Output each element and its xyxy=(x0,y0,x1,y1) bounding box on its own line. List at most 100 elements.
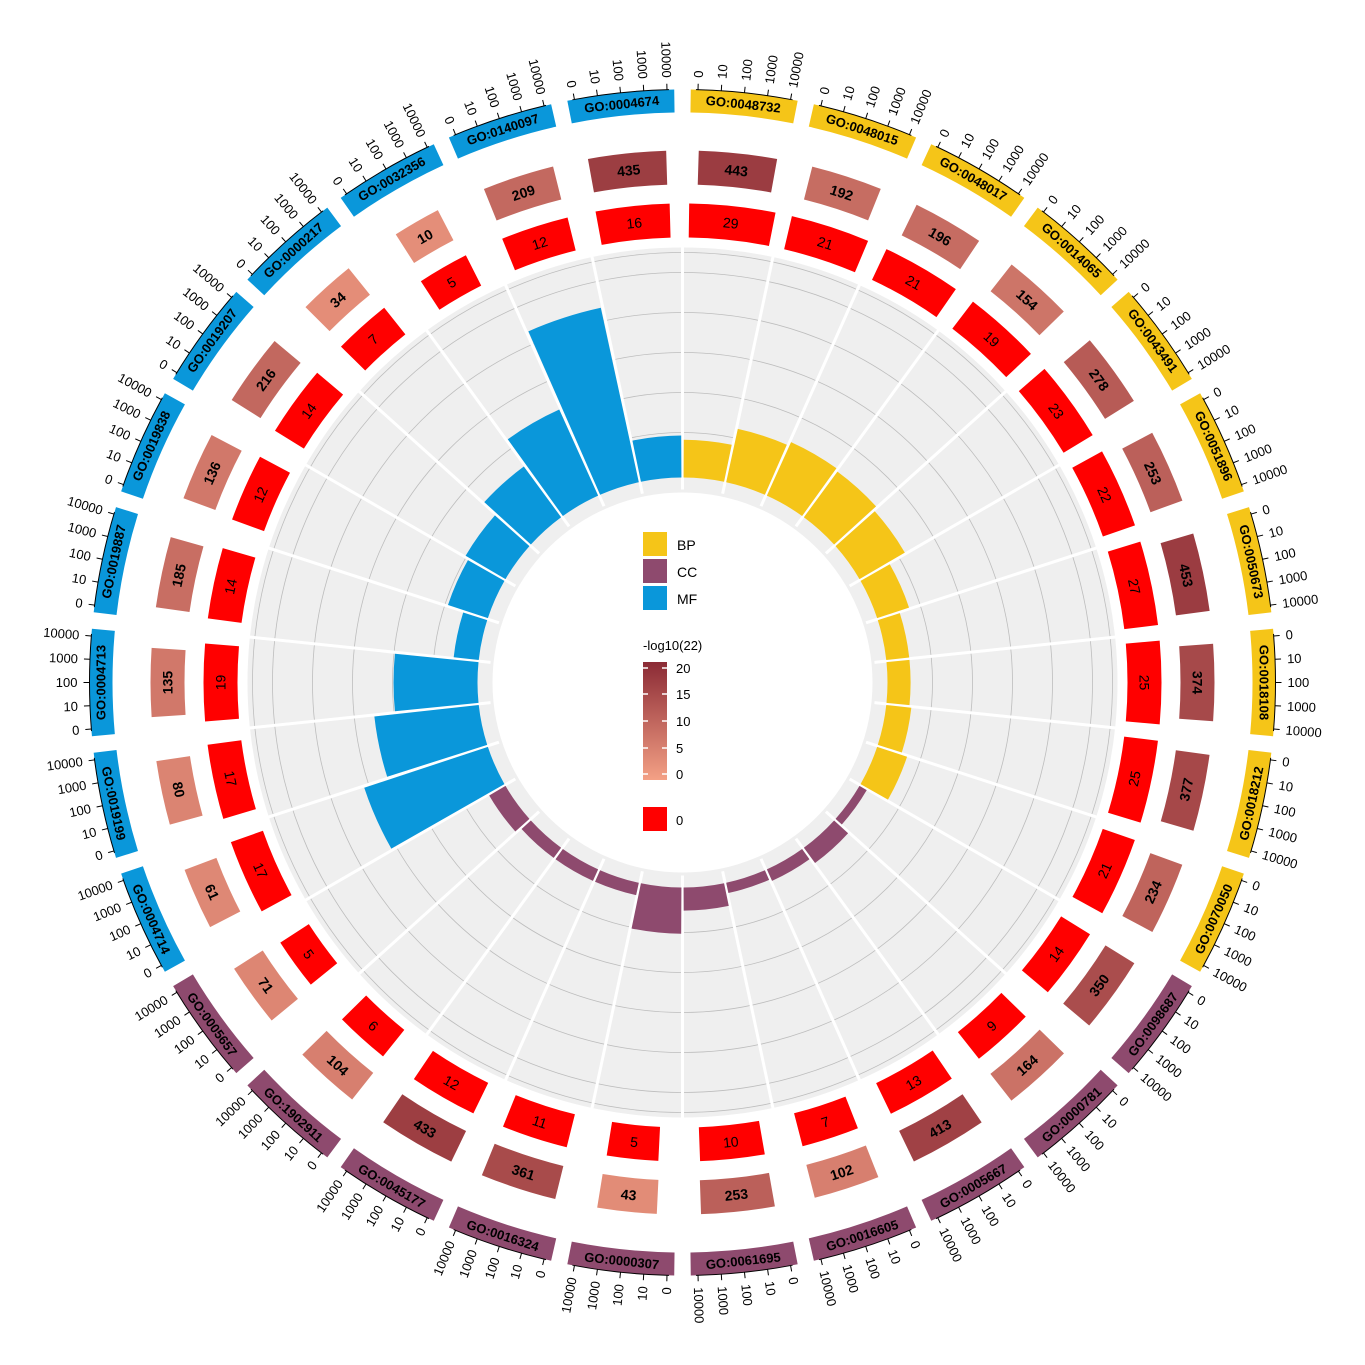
scale-tick-label: 10000 xyxy=(76,877,115,903)
scale-tick xyxy=(342,1170,348,1177)
go-term-label: GO:0048017 xyxy=(937,154,1010,205)
go-term-segment xyxy=(690,1241,798,1276)
scale-tick xyxy=(226,293,232,298)
total-genes-bar xyxy=(150,647,186,718)
scale-tick-label: 100 xyxy=(610,58,627,81)
scale-tick xyxy=(865,1246,869,1253)
total-genes-label: 443 xyxy=(724,161,749,179)
scale-tick xyxy=(211,311,218,316)
scale-tick xyxy=(1017,188,1023,195)
total-genes-bar xyxy=(597,1174,659,1214)
scale-tick xyxy=(155,396,162,400)
scale-axis xyxy=(89,633,92,732)
significant-genes-ring-layer: 2921211923222725252114913710511126517171… xyxy=(203,203,1162,1162)
scale-tick xyxy=(1257,534,1264,538)
scale-tick xyxy=(1112,269,1118,275)
track-separator xyxy=(865,740,1099,819)
significant-genes-bar xyxy=(871,249,956,318)
significant-genes-label: 19 xyxy=(213,675,229,691)
scale-tick-label: 1000 xyxy=(235,1111,266,1142)
scale-tick xyxy=(496,112,500,119)
track-separator xyxy=(503,282,606,507)
scale-axis xyxy=(818,104,912,136)
scale-tick xyxy=(452,1230,457,1237)
scale-axis xyxy=(453,1229,547,1261)
scale-axis xyxy=(818,1229,912,1261)
significant-genes-bar xyxy=(420,255,482,310)
scale-tick-label: 100 xyxy=(171,308,197,333)
scale-axis xyxy=(453,104,547,136)
go-term-segment xyxy=(808,104,917,159)
scale-axis xyxy=(344,145,430,196)
scale-tick-label: 10 xyxy=(999,1190,1019,1210)
enrichment-bar xyxy=(393,653,479,712)
significant-genes-bar xyxy=(688,203,776,246)
scale-tick-label: 0 xyxy=(93,847,104,863)
significant-genes-bar xyxy=(230,830,292,912)
scale-axis xyxy=(93,511,115,608)
scale-tick-label: 1000 xyxy=(91,900,123,925)
scale-tick xyxy=(1187,369,1194,374)
scale-tick-label: 10000 xyxy=(558,1276,579,1314)
scale-tick xyxy=(1257,827,1264,831)
significant-genes-bar xyxy=(502,1095,575,1148)
scale-axis xyxy=(1202,397,1243,487)
scale-tick-label: 10 xyxy=(1287,651,1302,667)
scale-tick-label: 10000 xyxy=(526,57,549,96)
enrichment-bar xyxy=(766,442,837,517)
significant-genes-bar xyxy=(1125,640,1162,725)
scale-tick xyxy=(342,188,348,195)
scale-tick-label: 0 xyxy=(412,1225,429,1238)
scale-tick xyxy=(978,163,983,170)
scale-tick xyxy=(1203,965,1210,969)
significant-genes-bar xyxy=(595,203,671,245)
scale-tick-label: 100 xyxy=(979,136,1003,162)
track-separator xyxy=(266,740,500,819)
scale-tick-label: 0 xyxy=(1281,754,1290,770)
scale-tick xyxy=(197,1030,204,1035)
scale-tick xyxy=(1214,944,1220,948)
scale-tick-label: 100 xyxy=(1273,545,1297,564)
go-term-segment xyxy=(340,1148,444,1221)
scale-tick xyxy=(1095,1106,1101,1112)
scale-tick xyxy=(1250,850,1257,854)
scale-tick-label: 100 xyxy=(68,801,92,820)
track-separator xyxy=(865,546,1099,625)
enrichment-bar xyxy=(489,785,530,832)
total-genes-ring-layer: 4431921961542782534533743772343501644131… xyxy=(150,150,1215,1215)
scale-tick-label: 0 xyxy=(1116,1094,1132,1110)
track-separator xyxy=(824,810,1009,977)
scale-tick xyxy=(542,1258,545,1266)
enrichment-bar xyxy=(877,613,910,661)
scale-tick xyxy=(767,89,769,96)
scale-tick-label: 10000 xyxy=(430,1239,458,1278)
track-separator xyxy=(590,870,644,1111)
total-genes-bar xyxy=(302,1030,374,1100)
scale-tick xyxy=(135,438,141,442)
gradient-legend-ticks xyxy=(643,667,667,775)
scale-tick xyxy=(1233,460,1240,464)
track-separator xyxy=(590,254,644,495)
scale-axis xyxy=(122,397,163,487)
total-genes-label: 253 xyxy=(724,1185,749,1203)
total-genes-bar xyxy=(155,537,204,613)
total-genes-label: 192 xyxy=(828,181,855,204)
legend-label-zero: 0 xyxy=(676,813,683,828)
scale-tick-label: 1000 xyxy=(840,1263,862,1295)
total-genes-label: 61 xyxy=(202,882,223,903)
scale-tick xyxy=(908,1230,913,1237)
enrichment-bar xyxy=(631,883,682,934)
scale-tick-label: 10 xyxy=(1242,900,1261,919)
significant-genes-bar xyxy=(340,307,406,371)
scale-tick-label: 10000 xyxy=(46,754,84,774)
scale-axis xyxy=(175,295,234,375)
scale-tick xyxy=(820,99,823,107)
scale-tick-label: 10000 xyxy=(907,87,935,126)
go-term-label: GO:0018108 xyxy=(1257,645,1272,720)
scale-tick xyxy=(125,460,132,464)
scale-axis xyxy=(1250,511,1272,608)
legend-swatch-zero xyxy=(643,807,667,831)
scale-tick xyxy=(978,1195,983,1202)
total-genes-label: 435 xyxy=(616,161,641,179)
